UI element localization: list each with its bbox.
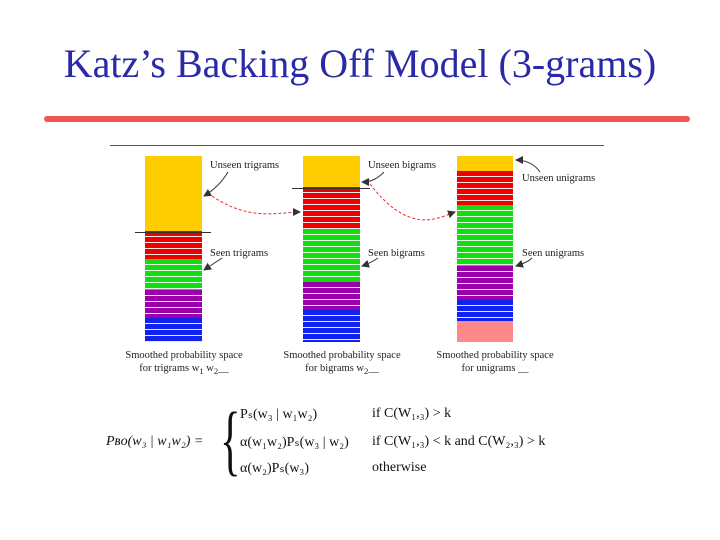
formula-brace: { — [220, 396, 241, 483]
bigrams-segment-blue — [303, 310, 360, 342]
unseen-bigrams-pointer — [361, 171, 385, 186]
backoff-arrow-bigram-to-unigram — [369, 183, 456, 221]
diagram-top-rule — [110, 145, 604, 146]
trigrams-segment-yellow — [145, 156, 202, 231]
formula-case-2-expr: α(w₁w₂)Pₛ(w₃ | w₂) — [240, 435, 349, 450]
bigrams-segment-yellow — [303, 156, 360, 187]
seen-bigrams-label: Seen bigrams — [368, 248, 425, 259]
formula-case-1: Pₛ(w₃ | w₁w₂) if C(W₁,₃) > k — [240, 406, 451, 423]
trigrams-segment-blue — [145, 318, 202, 342]
unigram-caption: Smoothed probability space for unigrams … — [415, 349, 575, 378]
unigrams-segment-yellow — [457, 156, 513, 171]
bigrams-segment-red — [303, 187, 360, 229]
unigrams-segment-green — [457, 205, 513, 266]
trigram-boundary-tick — [135, 232, 211, 233]
bigrams-segment-green — [303, 229, 360, 282]
unseen-trigrams-pointer — [203, 171, 229, 197]
backoff-arrow-trigram-to-bigram — [211, 195, 301, 217]
unseen-trigrams-label: Unseen trigrams — [210, 160, 280, 171]
unseen-unigrams-pointer — [515, 156, 541, 173]
unigrams-segment-purple — [457, 266, 513, 300]
formula-case-3-cond: otherwise — [372, 460, 427, 475]
unseen-bigrams-label: Unseen bigrams — [368, 160, 436, 171]
bigram-probability-column — [303, 156, 360, 342]
unigram-caption-line2: for unigrams __ — [461, 363, 529, 374]
formula-case-2-cond: if C(W₁,₃) < k and C(W₂,₃) > k — [372, 434, 546, 449]
seen-trigrams-label: Seen trigrams — [210, 248, 269, 259]
trigram-caption-line1: Smoothed probability space — [125, 350, 243, 361]
seen-unigrams-pointer — [515, 257, 533, 268]
unigram-probability-column — [457, 156, 513, 342]
bigram-caption: Smoothed probability space for bigrams w… — [262, 349, 422, 378]
trigram-caption: Smoothed probability space for trigrams … — [104, 349, 264, 378]
trigrams-segment-purple — [145, 290, 202, 318]
bigram-caption-line2: for bigrams w2__ — [305, 363, 379, 377]
formula-case-1-cond: if C(W₁,₃) > k — [372, 406, 452, 421]
formula-case-2: α(w₁w₂)Pₛ(w₃ | w₂) if C(W₁,₃) < k and C(… — [240, 434, 545, 451]
unigram-caption-line1: Smoothed probability space — [436, 350, 554, 361]
formula-case-3-expr: α(w₂)Pₛ(w₃) — [240, 461, 309, 476]
seen-unigrams-label: Seen unigrams — [522, 248, 585, 259]
trigram-caption-line2: for trigrams w1 w2__ — [139, 363, 229, 377]
seen-bigrams-pointer — [361, 257, 379, 268]
trigram-probability-column — [145, 156, 202, 342]
unigrams-segment-blue — [457, 300, 513, 321]
slide-title: Katz’s Backing Off Model (3-grams) — [63, 41, 657, 86]
unseen-unigrams-label: Unseen unigrams — [522, 173, 596, 184]
unigrams-segment-pink — [457, 321, 513, 342]
bigram-caption-line1: Smoothed probability space — [283, 350, 401, 361]
trigrams-segment-red — [145, 231, 202, 259]
bigrams-segment-purple — [303, 282, 360, 310]
formula-case-3: α(w₂)Pₛ(w₃) otherwise — [240, 460, 426, 477]
formula-case-1-expr: Pₛ(w₃ | w₁w₂) — [240, 407, 318, 422]
backoff-formula: Pʙᴏ(w₃ | w₁w₂) = { Pₛ(w₃ | w₁w₂) if C(W₁… — [106, 396, 570, 490]
trigrams-segment-green — [145, 259, 202, 290]
seen-trigrams-pointer — [203, 257, 223, 271]
bigram-boundary-tick — [292, 188, 370, 189]
title-underline — [44, 116, 690, 122]
unigrams-segment-red — [457, 171, 513, 205]
formula-lhs: Pʙᴏ(w₃ | w₁w₂) = — [106, 434, 204, 449]
